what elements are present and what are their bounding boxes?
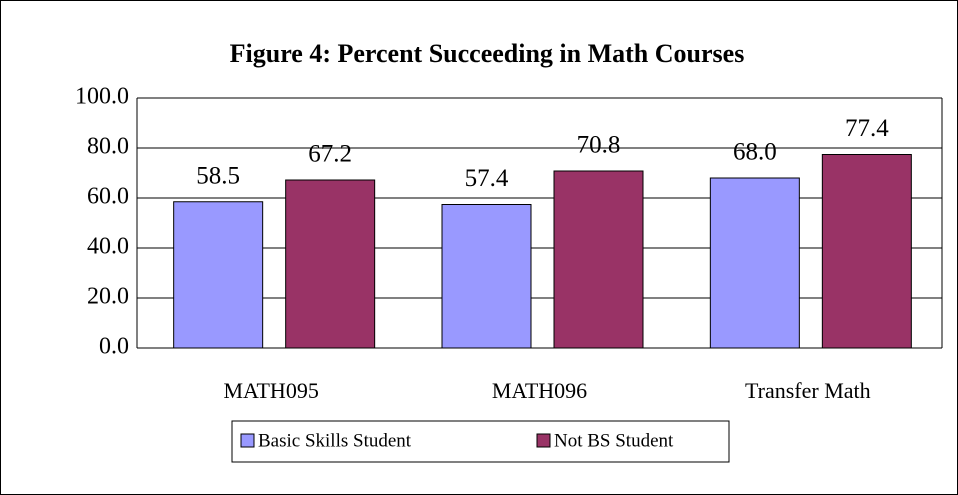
y-tick-label: 0.0	[99, 334, 129, 360]
legend-label: Not BS Student	[554, 430, 674, 451]
x-tick-label: MATH096	[492, 378, 587, 403]
x-tick-label: Transfer Math	[745, 378, 871, 403]
value-label: 70.8	[577, 132, 621, 159]
bar	[173, 201, 264, 349]
y-tick-label: 40.0	[87, 234, 129, 260]
bar	[709, 177, 800, 349]
y-tick-label: 20.0	[87, 284, 129, 310]
bar	[821, 154, 912, 349]
legend-label: Basic Skills Student	[258, 430, 412, 451]
chart-title: Figure 4: Percent Succeeding in Math Cou…	[230, 39, 745, 68]
value-label: 67.2	[308, 141, 352, 168]
y-tick-label: 60.0	[87, 184, 129, 210]
bar	[285, 179, 376, 349]
value-label: 57.4	[465, 165, 509, 192]
y-tick-label: 100.0	[75, 84, 129, 110]
legend-swatch	[536, 433, 551, 448]
bar	[553, 170, 644, 349]
legend-swatch	[240, 433, 255, 448]
x-tick-label: MATH095	[223, 378, 318, 403]
y-tick-label: 80.0	[87, 134, 129, 160]
bar	[441, 204, 532, 349]
value-label: 77.4	[845, 115, 889, 142]
value-label: 68.0	[733, 139, 777, 166]
legend-box	[231, 420, 730, 463]
value-label: 58.5	[196, 162, 240, 189]
